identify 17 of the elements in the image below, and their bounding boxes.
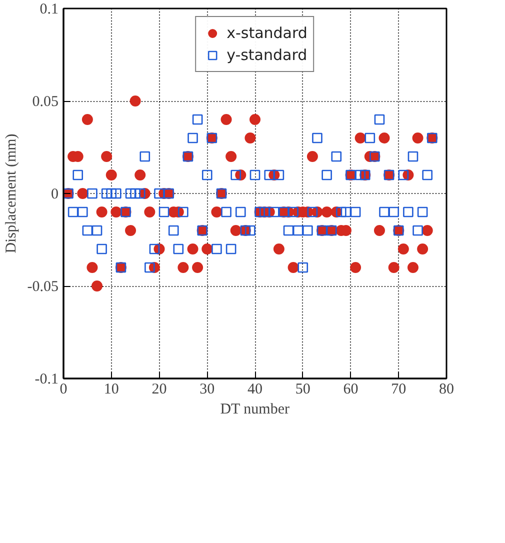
y-tick-label: -0.1 bbox=[34, 372, 59, 388]
x-tick-label: 40 bbox=[248, 382, 262, 398]
x-tick-label: 80 bbox=[439, 382, 454, 398]
x-tick-label: 60 bbox=[343, 382, 358, 398]
y-tick-label: 0 bbox=[51, 186, 58, 202]
x-tick-label: 30 bbox=[200, 382, 215, 398]
y-axis-title: Displacement (mm) bbox=[3, 134, 20, 254]
legend-label: x-standard bbox=[226, 24, 308, 42]
y-tick-label: 0.05 bbox=[32, 94, 58, 110]
legend-label: y-standard bbox=[226, 46, 308, 64]
x-tick-label: 10 bbox=[104, 382, 119, 398]
x-tick-label: 20 bbox=[152, 382, 167, 398]
y-tick-label: -0.05 bbox=[27, 279, 59, 295]
x-tick-label: 70 bbox=[391, 382, 406, 398]
x-tick-label: 50 bbox=[295, 382, 310, 398]
x-axis-title: DT number bbox=[220, 402, 290, 418]
y-tick-label: 0.1 bbox=[40, 2, 58, 18]
